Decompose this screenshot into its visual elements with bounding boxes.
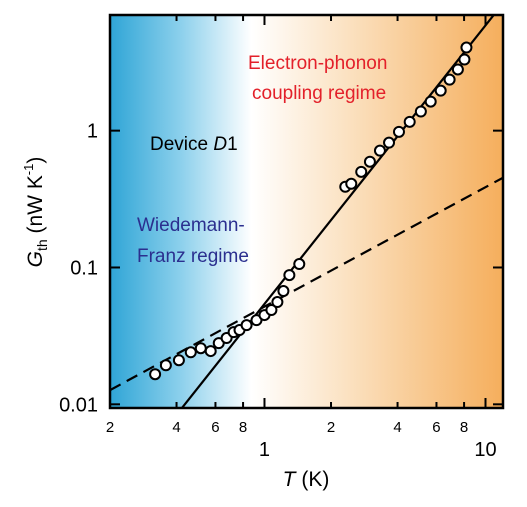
fit-line [110,176,503,392]
annotation: Wiedemann- [137,215,245,236]
x-axis-label-part: T [283,468,298,491]
data-point [460,41,473,54]
frame [108,13,505,410]
y-axis-label-part: -1 [21,164,36,176]
data-point [414,105,427,118]
data-point [345,177,358,190]
annotation-part: D [213,134,227,155]
y-tick-label: 1 [87,121,98,143]
data-point [451,63,464,76]
x-tick-label: 6 [211,419,219,436]
x-axis-label-part: (K) [296,468,330,491]
annotation: Electron-phonon [248,53,387,74]
annotation-part: 1 [227,134,238,155]
data-point [373,144,386,157]
y-axis-label-part: ) [24,157,47,164]
data-point [434,84,447,97]
data-point [271,296,284,309]
x-axis-label: T (K) [283,468,330,491]
x-tick-label: 2 [106,419,114,436]
x-tick-label: 4 [393,419,401,436]
data-point [172,354,185,367]
data-point [277,285,290,298]
data-point [184,346,197,359]
y-tick-label: 0.1 [70,257,98,279]
annotation: coupling regime [252,83,386,104]
y-tick-label: 0.01 [59,394,98,416]
x-tick-label: 10 [474,439,496,461]
data-point [383,136,396,149]
fit-line [181,15,495,408]
x-tick-label: 1 [259,439,270,461]
x-tick-label: 8 [460,419,468,436]
data-point [283,269,296,282]
background [110,15,503,408]
x-tick-label: 8 [239,419,247,436]
y-axis-label-part: (nW K [24,175,47,239]
y-axis-label: Gth (nW K-1) [21,157,50,268]
data-point [265,303,278,316]
annotation: Device D1 [150,134,238,155]
annotation: Franz regime [137,246,249,267]
x-tick-label: 2 [327,419,335,436]
data-point [403,115,416,128]
x-tick-label: 4 [172,419,180,436]
data-point [149,368,162,381]
data-point [443,73,456,86]
data-point [293,258,306,271]
data-point [240,319,253,332]
y-axis-label-part: th [34,239,50,251]
y-axis-label-part: G [24,251,47,267]
data-point [194,342,207,355]
x-tick-label: 6 [432,419,440,436]
annotation-part: Device [150,134,213,155]
data-point [355,165,368,178]
data-point [159,359,172,372]
data-point [204,345,217,358]
data-point [458,53,471,66]
data-point [424,95,437,108]
data-point [363,155,376,168]
data-point [392,125,405,138]
